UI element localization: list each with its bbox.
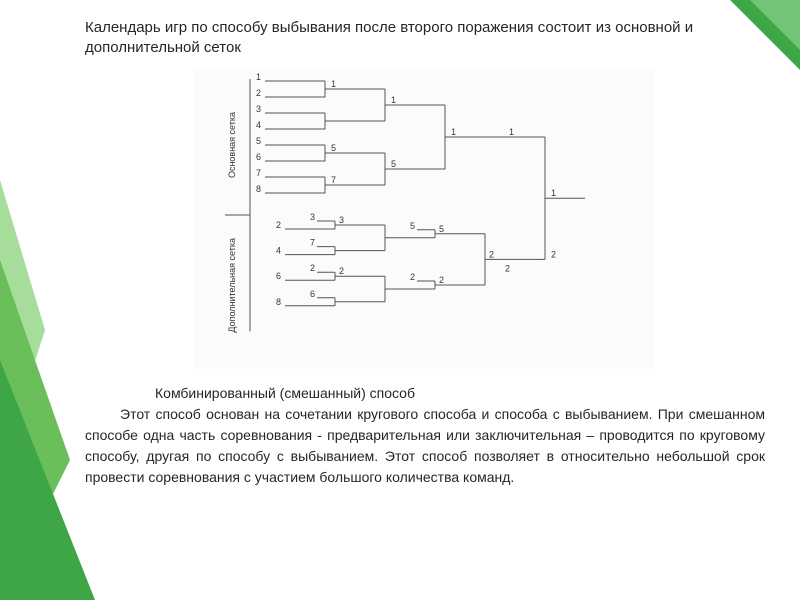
svg-text:2: 2 — [310, 263, 315, 273]
svg-text:6: 6 — [310, 288, 315, 298]
svg-text:5: 5 — [410, 220, 415, 230]
svg-text:2: 2 — [505, 263, 510, 273]
page-title: Календарь игр по способу выбывания после… — [85, 18, 765, 59]
svg-text:2: 2 — [489, 249, 494, 259]
svg-text:3: 3 — [339, 215, 344, 225]
svg-text:5: 5 — [439, 223, 444, 233]
svg-text:8: 8 — [256, 184, 261, 194]
svg-text:3: 3 — [256, 104, 261, 114]
svg-text:1: 1 — [551, 188, 556, 198]
svg-text:2: 2 — [439, 275, 444, 285]
svg-text:5: 5 — [331, 143, 336, 153]
svg-text:1: 1 — [509, 127, 514, 137]
svg-text:4: 4 — [276, 245, 281, 255]
svg-text:3: 3 — [310, 212, 315, 222]
svg-text:4: 4 — [256, 120, 261, 130]
content-region: Календарь игр по способу выбывания после… — [85, 18, 765, 488]
svg-text:2: 2 — [551, 249, 556, 259]
svg-text:2: 2 — [256, 88, 261, 98]
svg-text:1: 1 — [331, 79, 336, 89]
bracket-diagram: 1 2 3 4 5 6 7 8 1 5 7 1 5 1 Основная сетка 2 4 6 8 3 3 7 2 2 6 5 5… — [195, 69, 655, 369]
svg-text:5: 5 — [391, 159, 396, 169]
combined-paragraph: Этот способ основан на сочетании кругово… — [85, 406, 765, 485]
svg-text:1: 1 — [256, 72, 261, 82]
svg-text:1: 1 — [451, 127, 456, 137]
svg-text:Основная сетка: Основная сетка — [227, 111, 237, 177]
svg-text:Дополнительная сетка: Дополнительная сетка — [227, 238, 237, 333]
svg-text:5: 5 — [256, 136, 261, 146]
body-text: Комбинированный (смешанный) способ Этот … — [85, 383, 765, 488]
svg-text:7: 7 — [256, 168, 261, 178]
svg-text:2: 2 — [276, 220, 281, 230]
svg-text:1: 1 — [391, 95, 396, 105]
svg-text:8: 8 — [276, 296, 281, 306]
svg-text:2: 2 — [339, 266, 344, 276]
combined-subtitle: Комбинированный (смешанный) способ — [155, 385, 415, 401]
svg-text:7: 7 — [331, 175, 336, 185]
svg-text:2: 2 — [410, 272, 415, 282]
svg-text:7: 7 — [310, 237, 315, 247]
svg-text:6: 6 — [256, 152, 261, 162]
svg-text:6: 6 — [276, 271, 281, 281]
